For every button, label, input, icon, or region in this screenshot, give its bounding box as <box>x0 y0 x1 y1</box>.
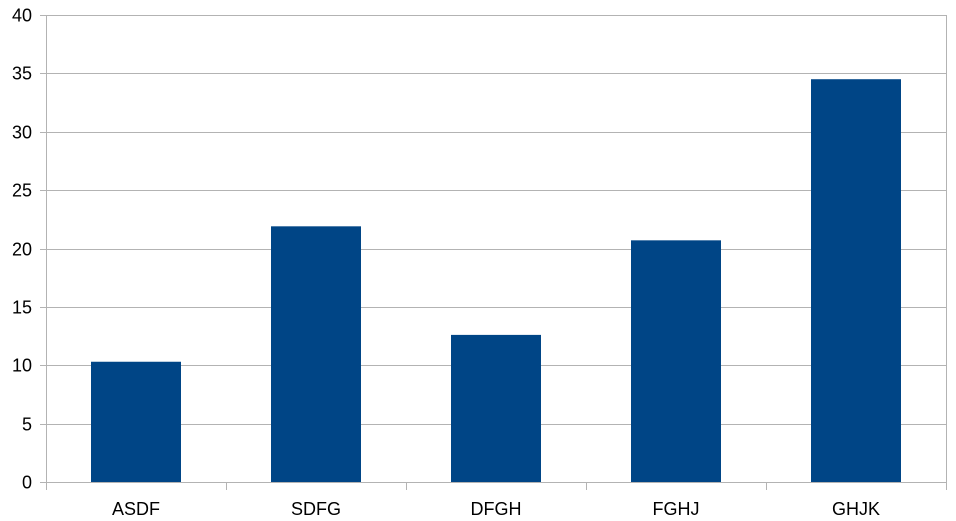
bar-ghjk <box>811 79 901 483</box>
x-category-label-fghj: FGHJ <box>653 499 700 519</box>
x-category-label-ghjk: GHJK <box>832 499 880 519</box>
y-tick-label-30: 30 <box>12 123 32 143</box>
bar-sdfg <box>271 226 361 482</box>
gridlines <box>40 15 946 483</box>
bars <box>91 79 901 483</box>
y-tick-label-5: 5 <box>22 415 32 435</box>
x-category-labels: ASDF SDFG DFGH FGHJ GHJK <box>112 499 880 519</box>
y-tick-label-10: 10 <box>12 356 32 376</box>
x-category-label-asdf: ASDF <box>112 499 160 519</box>
y-tick-label-35: 35 <box>12 64 32 84</box>
x-category-label-sdfg: SDFG <box>291 499 341 519</box>
bar-fghj <box>631 240 721 482</box>
y-tick-label-15: 15 <box>12 298 32 318</box>
x-category-label-dfgh: DFGH <box>471 499 522 519</box>
y-tick-label-0: 0 <box>22 473 32 493</box>
axes <box>46 15 947 490</box>
y-tick-labels: 0 5 10 15 20 25 30 35 40 <box>12 6 32 493</box>
bar-asdf <box>91 361 181 482</box>
bar-dfgh <box>451 334 541 482</box>
y-tick-label-20: 20 <box>12 240 32 260</box>
y-tick-label-25: 25 <box>12 181 32 201</box>
y-tick-label-40: 40 <box>12 6 32 26</box>
